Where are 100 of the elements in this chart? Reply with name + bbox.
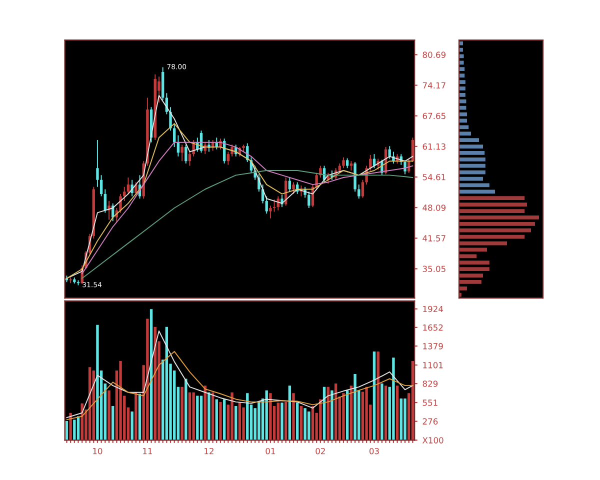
bar: [73, 420, 76, 440]
y-tick-label: 551: [422, 400, 438, 406]
y-tick-label: 1924: [423, 306, 443, 312]
bar: [459, 67, 465, 72]
bar: [396, 386, 399, 440]
bar: [459, 260, 490, 265]
bar: [459, 274, 483, 278]
bar: [119, 361, 122, 440]
bar: [459, 267, 490, 271]
bar: [330, 390, 334, 440]
bar: [258, 402, 260, 440]
bar: [459, 234, 525, 239]
bar: [400, 398, 402, 440]
y-tick-label: 1652: [423, 324, 443, 331]
bar: [459, 132, 471, 136]
line-series: [66, 350, 414, 420]
y-tick-label: 276: [422, 418, 438, 425]
bar: [459, 254, 477, 258]
bar: [146, 318, 149, 440]
bar: [300, 406, 303, 440]
bar: [459, 157, 486, 162]
y-tick-label: 41.57: [422, 235, 446, 242]
bar: [219, 402, 222, 440]
bar: [459, 99, 466, 104]
bar: [459, 86, 466, 90]
bar: [319, 399, 322, 440]
y-tick-label: 54.61: [422, 174, 446, 180]
bar: [130, 412, 134, 440]
bar: [192, 392, 195, 440]
line-series: [66, 330, 414, 418]
bar: [372, 351, 376, 440]
bar: [459, 125, 469, 130]
bar: [196, 396, 199, 440]
bar: [65, 421, 68, 440]
bar: [188, 392, 192, 440]
bar: [304, 408, 306, 440]
bar: [200, 396, 203, 440]
x-tick-label: 02: [316, 448, 325, 454]
bar: [459, 228, 531, 232]
bar: [459, 202, 527, 206]
bar: [380, 384, 384, 440]
bar: [96, 324, 99, 440]
bar: [180, 386, 184, 440]
bar: [459, 74, 465, 78]
y-tick-label: 1101: [423, 362, 443, 368]
bar: [459, 216, 539, 220]
bar: [459, 80, 466, 84]
bar: [392, 358, 395, 440]
bar: [376, 351, 380, 440]
y-tick-label: 35.05: [422, 266, 446, 272]
bar: [459, 92, 466, 97]
bar: [296, 402, 299, 440]
bar: [288, 386, 292, 440]
bar: [134, 392, 138, 440]
bar: [269, 393, 272, 440]
bar: [459, 222, 535, 226]
bar: [108, 390, 110, 440]
bar: [459, 280, 482, 284]
bar: [411, 361, 414, 440]
bar: [459, 190, 495, 194]
y-tick-label: 48.09: [422, 204, 446, 211]
y-tick-label: 74.17: [422, 82, 446, 88]
bar: [222, 399, 226, 440]
bar: [404, 398, 406, 440]
bar: [365, 386, 368, 440]
x-tick-label: 12: [204, 448, 214, 454]
bar: [276, 402, 280, 440]
bar: [459, 209, 525, 213]
bar: [234, 406, 238, 440]
bar: [280, 402, 284, 440]
bar: [459, 196, 525, 200]
bar: [354, 374, 356, 440]
y-tick-label: 61.13: [422, 143, 446, 150]
y-tick-label: 67.65: [422, 112, 446, 120]
bar: [459, 286, 467, 290]
bar: [459, 151, 485, 155]
y-tick-label: 829: [422, 380, 438, 387]
bar: [112, 406, 114, 440]
y-tick-label: X100: [422, 437, 444, 444]
bar: [215, 399, 218, 440]
bar: [69, 412, 72, 440]
bar: [459, 144, 483, 148]
bar: [208, 392, 210, 440]
bar: [459, 60, 464, 65]
bar: [230, 392, 234, 440]
bar: [342, 393, 345, 440]
bar: [284, 402, 288, 440]
bar: [459, 138, 479, 142]
bar: [459, 164, 486, 168]
y-tick-label: 1379: [423, 343, 443, 350]
y-tick-label: 80.69: [422, 52, 446, 58]
x-tick-label: 01: [266, 448, 275, 454]
bar: [308, 412, 310, 440]
bar: [384, 386, 388, 440]
bar: [459, 241, 507, 246]
bar: [184, 378, 188, 440]
x-tick-label: 03: [369, 448, 379, 454]
x-tick-label: 10: [93, 448, 102, 454]
x-tick-label: 11: [143, 448, 152, 454]
bar: [292, 393, 295, 440]
